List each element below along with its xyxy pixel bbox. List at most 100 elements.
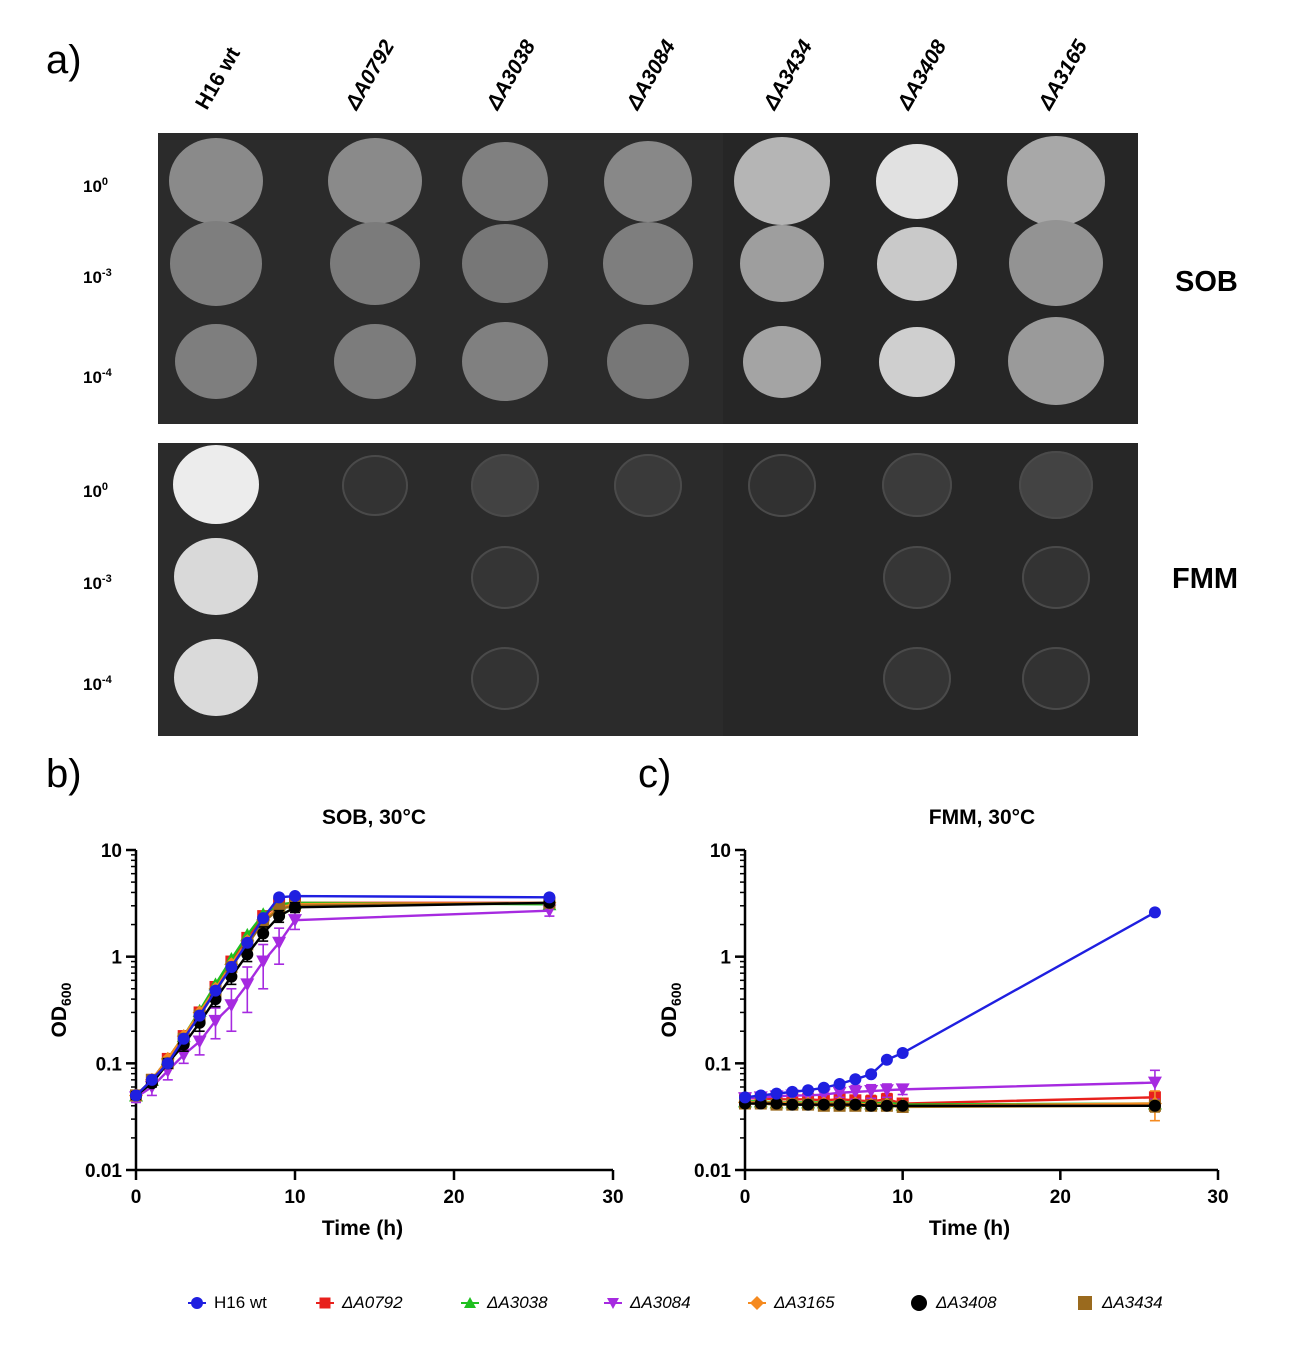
fmm-y-tick-label: 10 — [710, 841, 731, 862]
sob-series-0 — [130, 890, 556, 1102]
sob-chart: SOB, 30°C 0.01 0.1 1 10 0 10 20 30 Time (h) OD600 — [48, 806, 624, 1240]
sob-spot-r0-c6 — [1007, 136, 1105, 227]
fmm-x-axis-label: Time (h) — [929, 1217, 1010, 1240]
fmm-data-point — [817, 1081, 830, 1094]
fmm-x-tick-label: 20 — [1050, 1187, 1071, 1208]
fmm-spot-r0-c5 — [882, 453, 952, 518]
sob-data-point — [192, 1035, 207, 1049]
sob-data-point — [225, 961, 238, 974]
fmm-data-point — [865, 1068, 878, 1081]
fmm-x-tick-label: 10 — [892, 1187, 913, 1208]
sob-series-1 — [130, 896, 556, 1102]
fmm-dilution-2: 10-3 — [83, 573, 112, 593]
legend-marker-triangle-down-icon — [604, 1298, 622, 1309]
fmm-data-point — [1147, 1076, 1162, 1090]
fmm-data-point — [786, 1098, 799, 1111]
sob-data-point — [130, 1089, 142, 1102]
sob-spot-r2-c2 — [462, 322, 548, 402]
sob-data-point — [257, 927, 270, 940]
fmm-data-point — [832, 1086, 847, 1100]
sob-spot-r1-c1 — [330, 222, 420, 305]
sob-data-point — [161, 1057, 174, 1070]
sob-data-point — [272, 936, 287, 950]
legend-label: ΔA3038 — [487, 1293, 548, 1312]
sob-spot-r0-c3 — [604, 141, 692, 222]
fmm-data-point — [802, 1084, 815, 1097]
medium-label-fmm: FMM — [1172, 563, 1239, 595]
sob-spot-r1-c6 — [1009, 220, 1103, 307]
sob-x-tick-label: 30 — [602, 1187, 623, 1208]
legend-item-0: H16 wt — [188, 1288, 267, 1318]
sob-y-tick-label: 0.1 — [96, 1054, 123, 1075]
fmm-spot-r0-c3 — [614, 454, 682, 517]
sob-y-axis-label: OD600 — [48, 982, 74, 1037]
sob-data-point — [225, 970, 238, 983]
fmm-chart: FMM, 30°C 0.01 0.1 1 10 0 10 20 30 Time (h) OD600 — [658, 806, 1229, 1240]
sob-series-3 — [129, 904, 557, 1105]
fmm-spot-r2-c2 — [471, 647, 539, 710]
legend-marker-square-icon — [316, 1297, 334, 1309]
sob-data-point — [224, 999, 239, 1013]
sob-y-tick-label: 0.01 — [85, 1161, 122, 1182]
legend-label: ΔA3084 — [630, 1293, 691, 1312]
sob-series-2 — [129, 895, 557, 1102]
fmm-spot-r1-c5 — [883, 546, 951, 609]
fmm-data-point — [817, 1098, 830, 1111]
legend-item-2: ΔA3038 — [461, 1288, 548, 1318]
sob-spot-r0-c0 — [169, 138, 263, 225]
sob-x-tick-label: 10 — [284, 1187, 305, 1208]
sob-data-point — [257, 912, 270, 925]
fmm-y-tick-label: 1 — [720, 948, 731, 969]
legend-label: ΔA3165 — [774, 1293, 835, 1312]
sob-spot-r2-c6 — [1008, 317, 1104, 406]
fmm-spot-r0-c2 — [471, 454, 539, 517]
legend-item-5: ΔA3408 — [910, 1288, 997, 1318]
sob-series-5 — [130, 896, 556, 1102]
sob-y-axis-label-main: OD — [48, 1006, 71, 1038]
fmm-spot-r0-c1 — [342, 455, 408, 516]
sob-x-tick-label: 0 — [131, 1187, 142, 1208]
fmm-data-point — [739, 1091, 751, 1104]
fmm-data-point — [865, 1099, 878, 1112]
sob-spot-r2-c1 — [334, 324, 416, 400]
sob-spot-r2-c3 — [607, 324, 689, 400]
fmm-data-point — [879, 1084, 894, 1098]
sob-chart-title: SOB, 30°C — [322, 806, 426, 829]
legend-marker-triangle-up-icon — [461, 1297, 479, 1308]
fmm-spot-r0-c6 — [1019, 451, 1093, 520]
sob-spot-r1-c3 — [603, 222, 693, 305]
sob-data-point — [240, 978, 255, 992]
medium-label-sob: SOB — [1175, 266, 1238, 298]
legend-label: ΔA0792 — [342, 1293, 403, 1312]
fmm-x-tick-label: 30 — [1207, 1187, 1228, 1208]
fmm-data-point — [786, 1085, 799, 1098]
sob-series-6 — [130, 896, 556, 1102]
sob-data-point — [289, 901, 301, 914]
sob-series-line-6 — [135, 901, 550, 1097]
fmm-spot-r0-c4 — [748, 454, 816, 517]
fmm-data-point — [880, 1053, 893, 1066]
legend-marker-circle-icon — [911, 1295, 927, 1311]
sob-data-point — [193, 1009, 206, 1022]
sob-spot-r0-c1 — [328, 138, 422, 225]
fmm-chart-title: FMM, 30°C — [929, 806, 1035, 829]
legend-item-1: ΔA0792 — [316, 1288, 403, 1318]
fmm-data-point — [849, 1098, 862, 1111]
fmm-spot-r2-c5 — [883, 647, 951, 710]
sob-data-point — [241, 936, 254, 949]
sob-spot-r0-c5 — [876, 144, 958, 220]
fmm-spot-r1-c2 — [471, 546, 539, 609]
fmm-data-point — [770, 1097, 783, 1110]
sob-series-line-2 — [135, 901, 550, 1097]
legend-label: H16 wt — [214, 1293, 267, 1312]
fmm-y-axis-label-sub: 600 — [668, 982, 684, 1006]
sob-series-line-5 — [135, 901, 550, 1097]
sob-data-point — [289, 890, 301, 903]
sob-series-line-4 — [135, 901, 550, 1097]
panel-b-letter: b) — [46, 752, 82, 796]
fmm-dilution-1: 100 — [83, 481, 109, 501]
fmm-data-point — [770, 1087, 783, 1100]
sob-data-point — [256, 955, 271, 969]
fmm-data-point — [896, 1099, 909, 1112]
fmm-data-point — [1148, 1099, 1161, 1112]
